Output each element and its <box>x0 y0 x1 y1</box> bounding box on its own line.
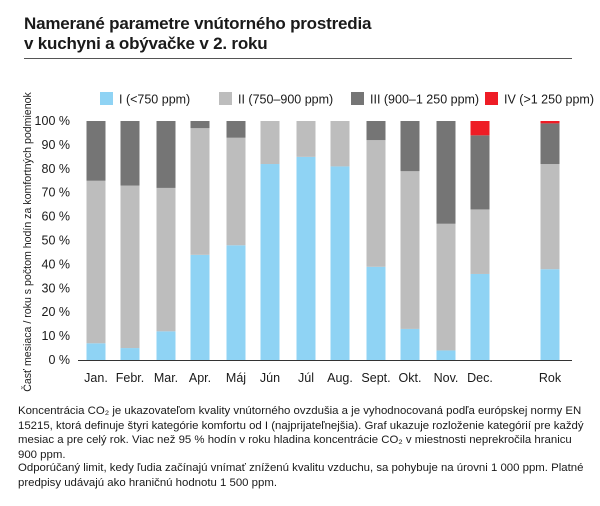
x-tick-label: Rok <box>539 371 562 385</box>
bar-segment <box>190 121 210 129</box>
bar-segment <box>260 121 280 165</box>
bar-segment <box>156 187 176 332</box>
legend-label: III (900–1 250 ppm) <box>370 93 479 107</box>
y-tick-label: 100 % <box>35 114 70 128</box>
bar-segment <box>296 156 316 360</box>
bar-segment <box>226 121 246 138</box>
bar-segment <box>366 266 386 360</box>
title-line-1: Namerané parametre vnútorného prostredia <box>24 14 372 33</box>
x-tick-label: Nov. <box>434 371 459 385</box>
y-tick-label: 40 % <box>42 257 71 271</box>
x-tick-label: Júl <box>298 371 314 385</box>
y-tick-label: 50 % <box>42 234 71 248</box>
x-tick-label: Okt. <box>399 371 422 385</box>
bar-segment <box>366 140 386 267</box>
bar-segment <box>86 180 106 344</box>
bar-segment <box>400 328 420 360</box>
bar-segment <box>540 164 560 270</box>
bar-segment <box>540 121 560 124</box>
bar-segment <box>86 121 106 181</box>
y-tick-label: 90 % <box>42 138 71 152</box>
bar-segment <box>470 121 490 136</box>
bar-segment <box>190 254 210 360</box>
bar-segment <box>540 123 560 165</box>
x-tick-label: Dec. <box>467 371 493 385</box>
bars <box>86 121 560 360</box>
x-tick-label: Jún <box>260 371 280 385</box>
bar-segment <box>540 269 560 360</box>
bar-segment <box>470 135 490 210</box>
bar-segment <box>296 121 316 157</box>
title-divider <box>24 58 572 59</box>
bar-segment <box>260 164 280 360</box>
legend-label: II (750–900 ppm) <box>238 93 333 107</box>
bar-segment <box>226 137 246 246</box>
x-tick-label: Jan. <box>84 371 108 385</box>
x-tick-label: Mar. <box>154 371 178 385</box>
bar-segment <box>470 273 490 360</box>
y-tick-label: 20 % <box>42 305 71 319</box>
y-tick-label: 80 % <box>42 162 71 176</box>
x-tick-label: Sept. <box>361 371 390 385</box>
bar-segment <box>366 121 386 141</box>
y-tick-label: 70 % <box>42 186 71 200</box>
bar-segment <box>400 121 420 172</box>
legend-swatch <box>485 92 498 105</box>
x-tick-label: Máj <box>226 371 246 385</box>
chart-title: Namerané parametre vnútorného prostredia… <box>24 14 371 54</box>
legend-swatch <box>219 92 232 105</box>
bar-segment <box>156 331 176 360</box>
bar-segment <box>436 121 456 224</box>
bar-segment <box>156 121 176 188</box>
y-tick-label: 60 % <box>42 210 71 224</box>
bar-segment <box>120 121 140 186</box>
caption-paragraph-1: Koncentrácia CO₂ je ukazovateľom kvality… <box>18 405 584 461</box>
y-tick-label: 30 % <box>42 281 71 295</box>
bar-segment <box>330 121 350 167</box>
bar-segment <box>86 343 106 360</box>
x-axis: Jan. Febr. Mar. Apr. Máj Jún Júl Aug. Sept. Okt. N… <box>78 360 572 385</box>
legend-swatch <box>100 92 113 105</box>
stacked-bar-chart: I (<750 ppm) II (750–900 ppm) III (900–1 2… <box>21 92 594 392</box>
bar-segment <box>330 166 350 360</box>
bar-segment <box>190 128 210 255</box>
bar-segment <box>120 348 140 360</box>
bar-segment <box>436 223 456 351</box>
legend-label: IV (>1 250 ppm) <box>504 93 594 107</box>
bar-segment <box>400 171 420 329</box>
bar-segment <box>436 350 456 360</box>
x-tick-label: Aug. <box>327 371 353 385</box>
y-tick-label: 0 % <box>48 353 70 367</box>
caption-paragraph-2: Odporúčaný limit, kedy ľudia začínajú vn… <box>18 462 584 489</box>
bar-segment <box>470 209 490 274</box>
legend-label: I (<750 ppm) <box>119 93 190 107</box>
x-tick-label: Febr. <box>116 371 145 385</box>
x-tick-label: Apr. <box>189 371 211 385</box>
title-line-2: v kuchyni a obývačke v 2. roku <box>24 34 268 53</box>
bar-segment <box>120 185 140 349</box>
y-axis: 0 % 10 % 20 % 30 % 40 % 50 % 60 % 70 % 80 % 90 % 1… <box>35 114 70 367</box>
legend-swatch <box>351 92 364 105</box>
bar-segment <box>226 245 246 360</box>
legend: I (<750 ppm) II (750–900 ppm) III (900–1 2… <box>100 92 594 107</box>
y-axis-label: Časť mesiaca / roku s počtom hodín za ko… <box>21 92 34 392</box>
y-tick-label: 10 % <box>42 329 71 343</box>
